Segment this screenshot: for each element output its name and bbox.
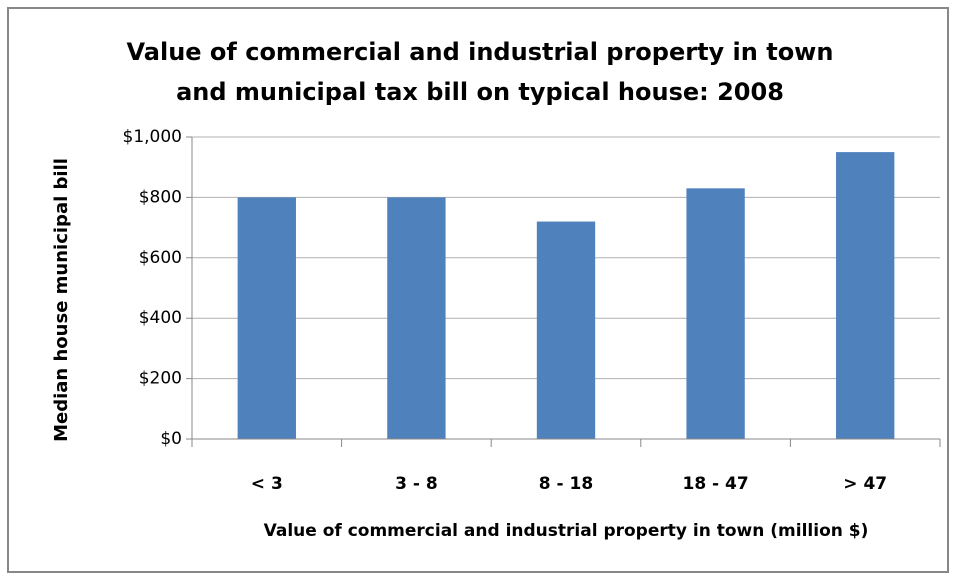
chart-title: Value of commercial and industrial prope… bbox=[126, 38, 834, 106]
chart-frame bbox=[7, 7, 949, 573]
x-tick-label: < 3 bbox=[251, 474, 283, 494]
bar bbox=[536, 221, 596, 439]
y-tick-label: $400 bbox=[139, 308, 182, 328]
y-axis-label: Median house municipal bill bbox=[51, 158, 72, 442]
x-tick-label: 18 - 47 bbox=[682, 474, 748, 494]
y-tick-label: $600 bbox=[139, 248, 182, 268]
bar bbox=[836, 152, 895, 439]
y-tick-label: $0 bbox=[160, 429, 182, 449]
x-tick-label: 8 - 18 bbox=[539, 474, 593, 494]
y-tick-label: $1,000 bbox=[123, 127, 182, 147]
y-tick-label: $800 bbox=[139, 187, 182, 207]
bar bbox=[387, 197, 446, 439]
y-tick-label: $200 bbox=[139, 369, 182, 389]
bar bbox=[237, 197, 296, 439]
x-tick-label: 3 - 8 bbox=[395, 474, 438, 494]
x-tick-label: > 47 bbox=[843, 474, 887, 494]
x-axis-label: Value of commercial and industrial prope… bbox=[264, 521, 869, 541]
bar bbox=[686, 188, 745, 439]
